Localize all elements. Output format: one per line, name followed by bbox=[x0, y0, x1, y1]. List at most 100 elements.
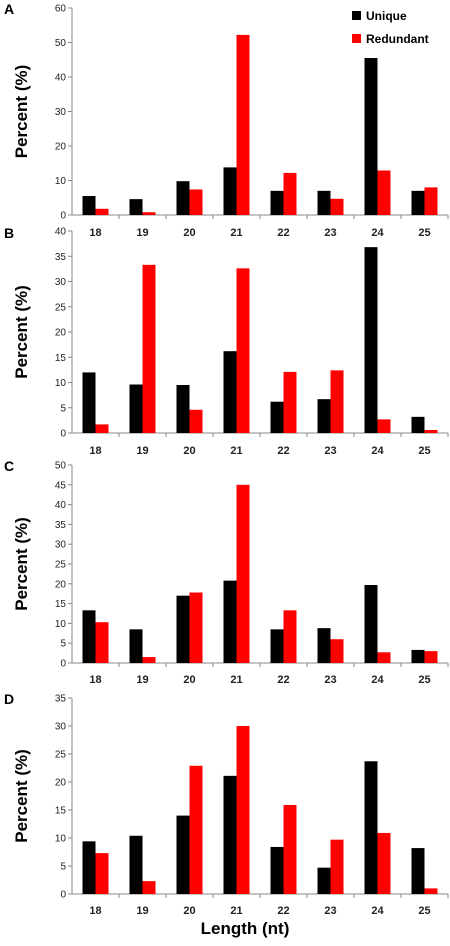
chart-panel-a: A Percent (%) 0 10 20 30 40 50 60 18 19 20 21 22 23 24 2… bbox=[4, 1, 449, 239]
x-tick-label-24: 24 bbox=[371, 674, 384, 686]
bar-redundant-25 bbox=[424, 651, 438, 663]
y-tick-label: 15 bbox=[55, 806, 67, 817]
y-tick-label: 0 bbox=[60, 659, 66, 670]
x-tick-label-23: 23 bbox=[324, 674, 336, 686]
x-tick-label-22: 22 bbox=[277, 674, 289, 686]
bar-unique-23 bbox=[317, 399, 331, 433]
y-tick-label: 15 bbox=[55, 599, 67, 610]
y-tick-label: 50 bbox=[55, 38, 67, 49]
y-tick-label: 40 bbox=[55, 227, 67, 238]
y-tick-label: 35 bbox=[55, 520, 67, 531]
bar-unique-18 bbox=[82, 196, 96, 215]
bar-unique-21 bbox=[223, 167, 237, 215]
y-tick-label: 5 bbox=[60, 862, 66, 873]
chart-panel-b: B Percent (%) 0 5 10 15 20 25 30 35 40 18 19 20 21 22 23… bbox=[4, 225, 449, 457]
y-tick-label: 10 bbox=[55, 378, 67, 389]
y-tick-label: 30 bbox=[55, 722, 67, 733]
bar-redundant-22 bbox=[283, 371, 297, 433]
y-axis-label-c: Percent (%) bbox=[12, 517, 31, 611]
bar-redundant-24 bbox=[377, 419, 391, 433]
x-tick-label-18: 18 bbox=[89, 905, 101, 917]
x-tick-label-21: 21 bbox=[230, 905, 242, 917]
y-tick-label: 15 bbox=[55, 353, 67, 364]
bar-redundant-22 bbox=[283, 610, 297, 663]
bar-unique-24 bbox=[364, 584, 378, 663]
bar-redundant-20 bbox=[189, 592, 203, 663]
x-tick-label-18: 18 bbox=[89, 445, 101, 457]
bar-unique-20 bbox=[176, 595, 190, 663]
y-tick-label: 30 bbox=[55, 540, 67, 551]
y-tick-label: 10 bbox=[55, 834, 67, 845]
bar-unique-24 bbox=[364, 247, 378, 433]
bar-redundant-24 bbox=[377, 832, 391, 894]
bar-redundant-23 bbox=[330, 370, 344, 433]
x-tick-label-20: 20 bbox=[183, 674, 195, 686]
y-tick-label: 45 bbox=[55, 480, 67, 491]
panel-letter-a: A bbox=[4, 1, 14, 17]
x-tick-label-21: 21 bbox=[230, 227, 242, 239]
y-tick-label: 25 bbox=[55, 750, 67, 761]
bar-redundant-19 bbox=[142, 881, 156, 894]
bar-redundant-19 bbox=[142, 264, 156, 433]
bar-redundant-22 bbox=[283, 804, 297, 894]
bar-redundant-18 bbox=[95, 424, 109, 433]
x-tick-label-23: 23 bbox=[324, 905, 336, 917]
panel-letter-d: D bbox=[4, 691, 14, 707]
y-tick-label: 0 bbox=[60, 211, 66, 222]
y-tick-label: 20 bbox=[55, 778, 67, 789]
bar-redundant-25 bbox=[424, 888, 438, 894]
bar-unique-22 bbox=[270, 846, 284, 894]
x-tick-label-25: 25 bbox=[418, 674, 430, 686]
x-tick-label-22: 22 bbox=[277, 445, 289, 457]
bar-unique-21 bbox=[223, 580, 237, 663]
bar-unique-22 bbox=[270, 401, 284, 433]
bar-unique-18 bbox=[82, 372, 96, 433]
bar-unique-19 bbox=[129, 199, 143, 215]
bar-unique-18 bbox=[82, 610, 96, 663]
bar-redundant-21 bbox=[236, 268, 250, 433]
chart-panel-d: D Percent (%) 0 5 10 15 20 25 30 35 18 19 20 21 22 23 24… bbox=[4, 691, 449, 917]
x-tick-label-19: 19 bbox=[136, 227, 148, 239]
x-tick-label-24: 24 bbox=[371, 905, 384, 917]
bar-redundant-25 bbox=[424, 187, 438, 215]
x-tick-label-19: 19 bbox=[136, 905, 148, 917]
bar-redundant-20 bbox=[189, 409, 203, 433]
bar-unique-19 bbox=[129, 835, 143, 894]
bar-unique-23 bbox=[317, 190, 331, 215]
bar-unique-20 bbox=[176, 815, 190, 894]
y-tick-label: 30 bbox=[55, 277, 67, 288]
y-tick-label: 30 bbox=[55, 107, 67, 118]
y-tick-label: 40 bbox=[55, 500, 67, 511]
bar-redundant-18 bbox=[95, 853, 109, 894]
y-tick-label: 10 bbox=[55, 619, 67, 630]
bar-redundant-19 bbox=[142, 212, 156, 215]
x-tick-label-25: 25 bbox=[418, 905, 430, 917]
bar-unique-20 bbox=[176, 181, 190, 215]
bar-redundant-25 bbox=[424, 429, 438, 433]
legend-swatch-unique bbox=[352, 11, 361, 20]
bar-redundant-18 bbox=[95, 622, 109, 663]
bar-unique-24 bbox=[364, 761, 378, 894]
y-tick-label: 10 bbox=[55, 176, 67, 187]
bar-redundant-23 bbox=[330, 839, 344, 894]
y-tick-label: 20 bbox=[55, 142, 67, 153]
legend-swatch-redundant bbox=[352, 34, 361, 43]
bar-unique-21 bbox=[223, 775, 237, 894]
y-tick-label: 5 bbox=[60, 639, 66, 650]
bar-redundant-21 bbox=[236, 34, 250, 215]
bar-redundant-19 bbox=[142, 657, 156, 663]
x-tick-label-19: 19 bbox=[136, 674, 148, 686]
bar-unique-19 bbox=[129, 629, 143, 663]
x-tick-label-19: 19 bbox=[136, 445, 148, 457]
legend-label-unique: Unique bbox=[366, 9, 407, 23]
x-tick-label-22: 22 bbox=[277, 905, 289, 917]
bar-redundant-24 bbox=[377, 652, 391, 663]
bar-unique-18 bbox=[82, 841, 96, 894]
y-tick-label: 0 bbox=[60, 429, 66, 440]
y-tick-label: 40 bbox=[55, 73, 67, 84]
legend-label-redundant: Redundant bbox=[366, 32, 429, 46]
bar-redundant-21 bbox=[236, 484, 250, 663]
legend: Unique Redundant bbox=[352, 9, 429, 46]
x-tick-label-21: 21 bbox=[230, 445, 242, 457]
